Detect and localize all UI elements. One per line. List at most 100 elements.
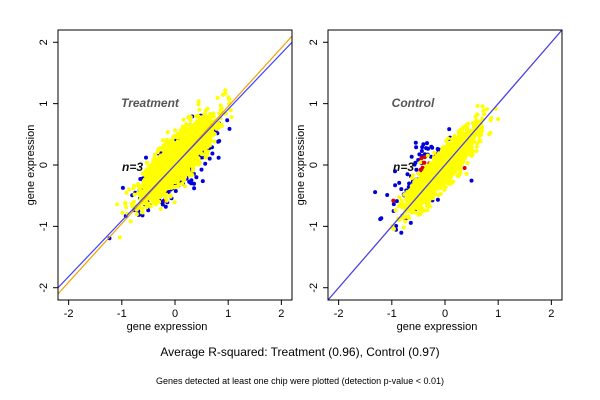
data-point (197, 107, 202, 112)
data-point (202, 112, 207, 116)
data-point (189, 126, 194, 131)
data-point (196, 102, 201, 107)
data-point (416, 171, 421, 176)
data-point (127, 187, 131, 192)
data-point (182, 165, 186, 170)
data-point (393, 169, 397, 174)
plot-area (58, 35, 292, 295)
data-point (172, 200, 177, 205)
data-point (179, 130, 184, 134)
data-point (166, 190, 171, 195)
data-point (140, 206, 145, 211)
data-point (151, 199, 156, 204)
data-point (206, 139, 211, 144)
data-point (212, 139, 217, 144)
data-point (197, 140, 202, 145)
data-point (199, 115, 204, 120)
data-point (155, 189, 160, 194)
y-tick-label: 1 (38, 101, 50, 107)
data-point (195, 128, 200, 133)
data-point (226, 95, 231, 100)
data-point (140, 213, 145, 218)
data-point (115, 202, 120, 207)
data-point (426, 146, 430, 151)
data-point (180, 133, 185, 138)
data-point (430, 145, 435, 150)
data-point (153, 152, 157, 157)
y-tick-label: 2 (38, 39, 50, 45)
data-point (124, 205, 129, 210)
data-point (191, 154, 196, 159)
data-point (174, 135, 179, 140)
data-point (399, 187, 404, 192)
data-point (394, 224, 399, 228)
data-point (167, 154, 172, 159)
data-point (149, 166, 154, 171)
data-point (410, 176, 414, 180)
data-point (412, 162, 417, 167)
data-point (159, 147, 164, 152)
data-point (188, 118, 193, 123)
sample-size-label: n=3 (122, 160, 143, 174)
data-point (418, 212, 423, 216)
data-point (128, 219, 133, 224)
data-point (168, 194, 173, 199)
data-point (155, 198, 160, 203)
data-point (130, 204, 135, 209)
data-point (179, 143, 184, 148)
data-point (145, 171, 150, 176)
data-point (156, 168, 161, 173)
data-point (206, 117, 211, 121)
data-point (409, 154, 414, 159)
data-point (411, 209, 416, 214)
data-point (168, 171, 173, 176)
data-point (173, 128, 178, 133)
data-point (170, 149, 175, 154)
data-point (201, 135, 206, 140)
data-point (227, 126, 232, 131)
data-point (194, 175, 199, 180)
x-tick-label: 1 (225, 308, 231, 320)
data-point (173, 189, 178, 193)
x-tick-label: -1 (117, 308, 127, 320)
data-point (194, 151, 199, 156)
data-point (425, 208, 430, 213)
data-point (225, 118, 230, 123)
data-point (470, 151, 475, 156)
data-point (181, 171, 186, 176)
data-point (192, 128, 197, 133)
data-point (207, 156, 212, 161)
data-point (476, 131, 481, 136)
data-point (182, 178, 186, 183)
data-point (181, 117, 186, 122)
data-point (168, 139, 173, 144)
data-point (391, 198, 396, 203)
data-point (169, 185, 174, 190)
data-point (485, 107, 489, 112)
data-point (142, 177, 147, 182)
data-point (157, 159, 162, 164)
data-point (164, 137, 169, 142)
fit-line-2 (58, 41, 292, 289)
data-point (131, 186, 136, 191)
data-point (462, 166, 467, 170)
data-point (171, 176, 175, 181)
data-point (481, 108, 486, 113)
data-point (205, 106, 210, 111)
data-point (165, 181, 170, 186)
data-point (419, 149, 424, 153)
data-point (166, 150, 171, 155)
data-point (403, 219, 408, 224)
data-point (496, 117, 501, 122)
data-point (405, 172, 410, 177)
data-point (411, 204, 416, 209)
data-point (443, 185, 448, 190)
data-point (436, 193, 441, 198)
data-point (223, 88, 228, 93)
data-point (404, 202, 409, 207)
data-point (215, 96, 220, 100)
data-point (187, 130, 192, 135)
panel-title: Treatment (121, 96, 180, 110)
data-point (216, 123, 221, 128)
